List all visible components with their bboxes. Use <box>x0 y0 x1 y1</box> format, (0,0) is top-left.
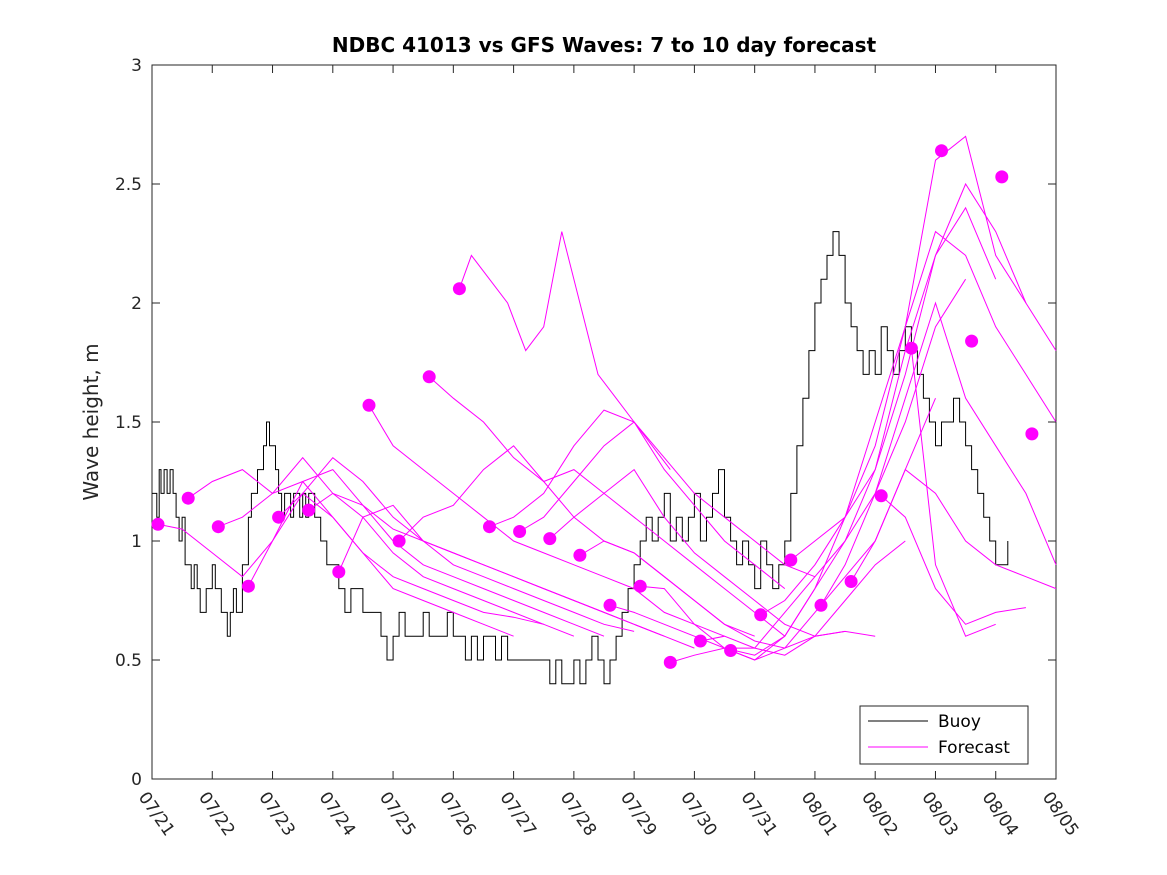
forecast-start-point <box>935 144 948 158</box>
forecast-start-point <box>633 579 647 593</box>
forecast-start-point <box>211 520 225 534</box>
forecast-start-point <box>543 532 557 546</box>
chart-title: NDBC 41013 vs GFS Waves: 7 to 10 day for… <box>332 33 877 57</box>
forecast-start-point <box>784 553 798 567</box>
forecast-start-point <box>663 655 677 669</box>
forecast-run-line <box>519 421 816 578</box>
forecast-run-line <box>730 135 1027 661</box>
y-tick-label: 0.5 <box>115 651 142 671</box>
forecast-start-point <box>513 525 527 538</box>
forecast-start-point <box>844 575 858 588</box>
forecast-start-point <box>965 334 979 348</box>
y-tick-label: 2.5 <box>115 175 142 195</box>
forecast-start-point <box>724 644 738 657</box>
y-tick-label: 0 <box>131 770 142 790</box>
forecast-start-point <box>814 598 828 612</box>
forecast-start-point <box>483 520 496 534</box>
forecast-series <box>157 135 1057 663</box>
y-axis: 0 0.5 1 1.5 2 2.5 3 <box>115 56 1056 790</box>
forecast-run-line <box>790 230 1057 561</box>
forecast-start-point <box>272 510 286 524</box>
legend: Buoy Forecast <box>859 705 1029 765</box>
y-tick-label: 2 <box>131 294 142 314</box>
forecast-run-line <box>760 182 1057 616</box>
forecast-run-line <box>579 540 876 649</box>
forecast-start-point <box>693 634 707 648</box>
legend-forecast-label: Forecast <box>938 738 1010 758</box>
y-tick-label: 1 <box>131 532 142 552</box>
y-tick-label: 1.5 <box>115 413 142 433</box>
legend-buoy-label: Buoy <box>938 712 981 732</box>
forecast-start-point <box>995 170 1009 184</box>
forecast-start-point <box>874 489 888 503</box>
buoy-line <box>152 231 1009 685</box>
forecast-start-point <box>332 565 346 579</box>
forecast-start-point <box>1025 427 1039 441</box>
forecast-run-line <box>247 469 605 637</box>
y-axis-label: Wave height, m <box>79 343 103 500</box>
forecast-start-point <box>392 534 406 548</box>
forecast-start-point <box>452 282 466 296</box>
forecast-run-line <box>338 504 695 649</box>
forecast-start-point <box>904 341 918 355</box>
forecast-run-line <box>850 468 1057 590</box>
forecast-start-point <box>362 398 376 412</box>
forecast-start-point <box>302 503 316 517</box>
forecast-start-point <box>573 548 587 562</box>
buoy-series <box>152 231 1009 685</box>
forecast-run-line <box>910 348 996 637</box>
forecast-start-point <box>241 579 255 593</box>
plot-area <box>151 64 1057 780</box>
forecast-run-line <box>278 457 635 632</box>
legend-box <box>859 705 1029 765</box>
forecast-run-line <box>880 495 1026 625</box>
y-tick-label: 3 <box>131 56 142 76</box>
forecast-run-line <box>218 480 575 637</box>
forecast-run-line <box>549 468 846 637</box>
forecast-start-point <box>151 517 165 531</box>
forecast-run-line <box>368 405 725 637</box>
forecast-start-point <box>754 608 768 622</box>
forecast-start-point <box>603 598 617 612</box>
forecast-initial-points <box>151 144 1039 669</box>
forecast-start-point <box>422 370 436 384</box>
forecast-run-line <box>820 301 1057 606</box>
forecast-start-point <box>181 491 195 505</box>
